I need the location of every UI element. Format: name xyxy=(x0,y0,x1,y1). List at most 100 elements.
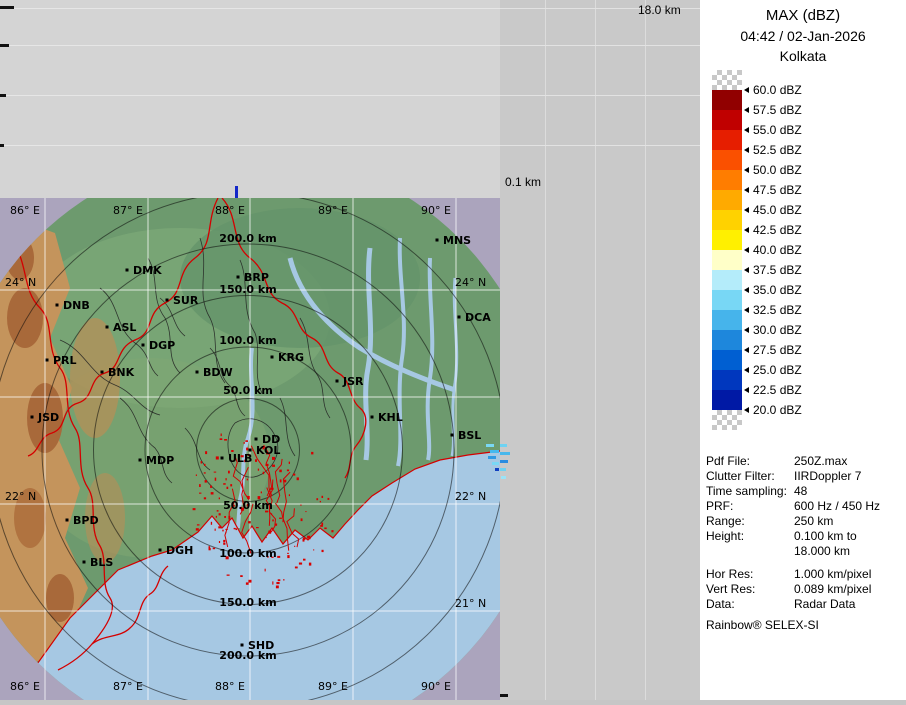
height-gridline xyxy=(645,0,646,700)
city-marker xyxy=(221,457,224,460)
latitude-label: 24° N xyxy=(455,276,486,289)
metadata-row: Height:0.100 km to xyxy=(706,529,880,544)
level-tick-icon xyxy=(744,347,749,353)
colorbar-segment xyxy=(712,350,742,370)
range-ring-label: 150.0 km xyxy=(219,283,276,296)
colorbar-segment xyxy=(712,250,742,270)
legend-level: 32.5 dBZ xyxy=(744,300,802,320)
city-marker xyxy=(56,304,59,307)
metadata-row: Range:250 km xyxy=(706,514,880,529)
product-title: MAX (dBZ) xyxy=(700,6,906,26)
colorbar-segment xyxy=(712,210,742,230)
longitude-label: 88° E xyxy=(215,204,245,217)
colorbar-segment xyxy=(712,130,742,150)
city-label: JSR xyxy=(342,375,364,388)
metadata-row: Clutter Filter:IIRDoppler 7 xyxy=(706,469,880,484)
height-gridline xyxy=(0,8,500,9)
city-marker xyxy=(142,344,145,347)
metadata-row: Hor Res:1.000 km/pixel xyxy=(706,567,880,582)
city-label: BSL xyxy=(458,429,481,442)
echo-mark xyxy=(500,444,507,447)
level-tick-icon xyxy=(744,327,749,333)
city-label: KRG xyxy=(278,351,304,364)
right-height-panel xyxy=(500,0,700,700)
longitude-label: 87° E xyxy=(113,204,143,217)
metadata-label: Time sampling: xyxy=(706,484,794,499)
level-tick-icon xyxy=(744,287,749,293)
city-label: DCA xyxy=(465,311,491,324)
level-label: 27.5 dBZ xyxy=(753,343,802,357)
city-marker xyxy=(126,269,129,272)
city-marker xyxy=(336,380,339,383)
range-ring-label: 50.0 km xyxy=(223,499,273,512)
city-marker xyxy=(159,549,162,552)
legend-level: 40.0 dBZ xyxy=(744,240,802,260)
city-marker xyxy=(83,561,86,564)
axis-tick xyxy=(0,144,4,147)
level-tick-icon xyxy=(744,87,749,93)
legend-level: 22.5 dBZ xyxy=(744,380,802,400)
city-label: MDP xyxy=(146,454,174,467)
metadata-label: Height: xyxy=(706,529,794,544)
top-height-panel xyxy=(0,0,500,198)
height-gridline xyxy=(500,95,700,96)
legend-panel: MAX (dBZ) 04:42 / 02-Jan-2026 Kolkata 60… xyxy=(700,0,906,700)
metadata-value: Radar Data xyxy=(794,597,855,611)
metadata-value: 1.000 km/pixel xyxy=(794,567,871,581)
level-label: 37.5 dBZ xyxy=(753,263,802,277)
metadata-row: Data:Radar Data xyxy=(706,597,880,612)
latitude-label: 22° N xyxy=(455,490,486,503)
city-label: KOL xyxy=(256,444,280,457)
city-label: BLS xyxy=(90,556,113,569)
metadata-label: PRF: xyxy=(706,499,794,514)
city-label: BNK xyxy=(108,366,135,379)
legend-level: 45.0 dBZ xyxy=(744,200,802,220)
level-label: 45.0 dBZ xyxy=(753,203,802,217)
echo-mark xyxy=(500,460,508,463)
city-marker xyxy=(106,326,109,329)
colorbar-segment xyxy=(712,330,742,350)
metadata-label: Hor Res: xyxy=(706,567,794,582)
city-label: KHL xyxy=(378,411,403,424)
colorbar-segment xyxy=(712,390,742,410)
metadata-value: 250 km xyxy=(794,514,833,528)
range-ring-label: 50.0 km xyxy=(223,384,273,397)
product-datetime: 04:42 / 02-Jan-2026 xyxy=(700,26,906,46)
colorbar-segment xyxy=(712,90,742,110)
city-marker xyxy=(66,519,69,522)
legend-level: 35.0 dBZ xyxy=(744,280,802,300)
city-marker xyxy=(255,438,258,441)
height-gridline xyxy=(0,45,500,46)
legend-level: 60.0 dBZ xyxy=(744,80,802,100)
city-label: SHD xyxy=(248,639,274,652)
colorbar-segment xyxy=(712,290,742,310)
legend-level-labels: 60.0 dBZ57.5 dBZ55.0 dBZ52.5 dBZ50.0 dBZ… xyxy=(744,80,802,420)
level-tick-icon xyxy=(744,247,749,253)
legend-level: 30.0 dBZ xyxy=(744,320,802,340)
level-tick-icon xyxy=(744,207,749,213)
level-label: 50.0 dBZ xyxy=(753,163,802,177)
city-label: ULB xyxy=(228,452,252,465)
city-marker xyxy=(241,644,244,647)
latitude-label: 21° N xyxy=(455,597,486,610)
height-gridline xyxy=(500,45,700,46)
metadata-row: 18.000 km xyxy=(706,544,880,559)
level-label: 55.0 dBZ xyxy=(753,123,802,137)
longitude-label: 89° E xyxy=(318,680,348,693)
legend-level: 25.0 dBZ xyxy=(744,360,802,380)
longitude-label: 90° E xyxy=(421,680,451,693)
legend-level: 47.5 dBZ xyxy=(744,180,802,200)
colorbar-cap xyxy=(712,410,742,430)
city-marker xyxy=(371,416,374,419)
height-gridline xyxy=(0,145,500,146)
legend-header: MAX (dBZ) 04:42 / 02-Jan-2026 Kolkata xyxy=(700,0,906,66)
level-label: 35.0 dBZ xyxy=(753,283,802,297)
longitude-label: 87° E xyxy=(113,680,143,693)
radar-map: 86° E86° E87° E87° E88° E88° E89° E89° E… xyxy=(0,198,500,700)
colorbar-segment xyxy=(712,370,742,390)
metadata-value: IIRDoppler 7 xyxy=(794,469,861,483)
echo-mark xyxy=(235,186,238,198)
legend-level: 27.5 dBZ xyxy=(744,340,802,360)
city-label: MNS xyxy=(443,234,471,247)
height-gridline xyxy=(0,95,500,96)
